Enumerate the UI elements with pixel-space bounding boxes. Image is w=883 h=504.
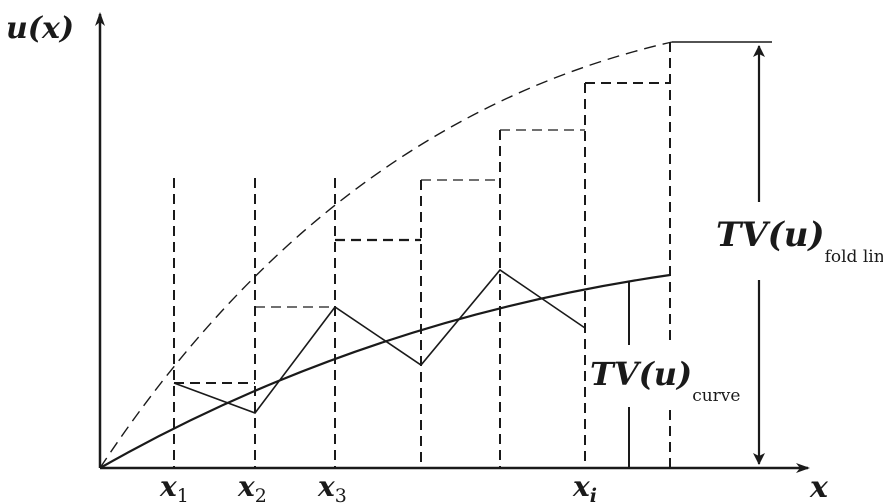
tick-x2: x2: [237, 470, 267, 504]
x-axis-label: x: [809, 470, 829, 504]
cumulative-variation-dashed-curve: [99, 41, 673, 469]
tv-curve-label: TV(u)curve: [590, 355, 740, 406]
tick-xi: xi: [572, 470, 597, 504]
tv-fold-label-background: [712, 202, 883, 280]
tv-curve-label-background: [588, 345, 740, 407]
y-axis-label: u(x): [6, 11, 74, 46]
smooth-solution-curve: [99, 273, 671, 469]
tick-x1: x1: [159, 470, 189, 504]
tv-fold-line-label: TV(u)fold line: [716, 215, 883, 267]
horizontal-dashed-steps: [174, 82, 670, 384]
tick-x3: x3: [317, 470, 347, 504]
fold-line-zigzag: [173, 268, 586, 414]
